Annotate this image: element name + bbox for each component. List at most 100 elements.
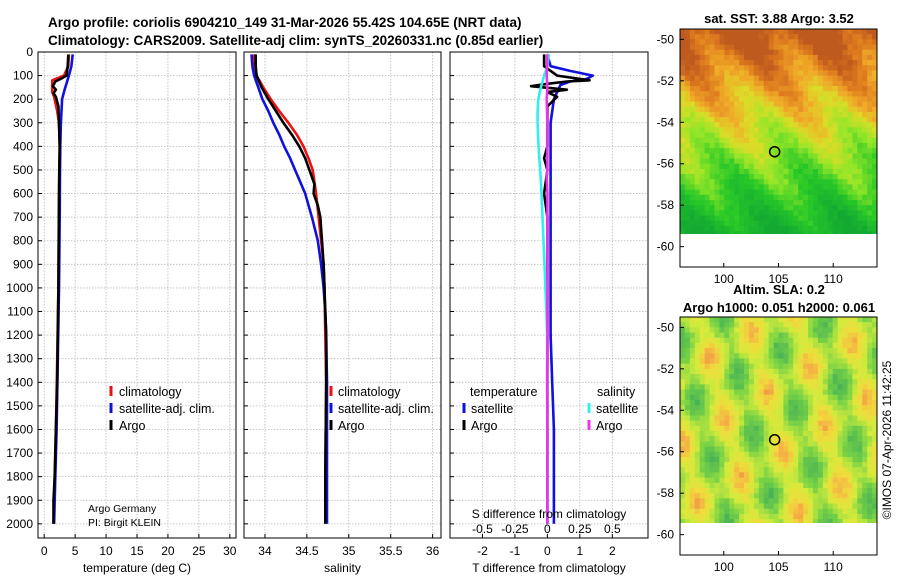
heatmap-cell	[862, 519, 868, 523]
heatmap-cell	[729, 363, 735, 370]
heatmap-cell	[847, 184, 853, 191]
heatmap-cell	[758, 420, 765, 427]
sst-map: sat. SST: 3.88 Argo: 3.52 -50-52-54-56-5…	[657, 11, 878, 286]
heatmap-cell	[842, 368, 849, 375]
heatmap-cell	[714, 348, 720, 354]
heatmap-cell	[808, 122, 814, 129]
heatmap-cell	[798, 462, 804, 468]
heatmap-cell	[872, 194, 877, 201]
heatmap-cell	[734, 225, 740, 232]
heatmap-cell	[852, 205, 858, 211]
heatmap-cell	[724, 524, 730, 530]
heatmap-cell	[719, 498, 725, 505]
heatmap-cell	[837, 399, 844, 406]
heatmap-cell	[714, 106, 720, 113]
heatmap-cell	[872, 462, 877, 468]
heatmap-cell	[808, 529, 814, 535]
heatmap-cell	[714, 317, 720, 323]
heatmap-cell	[842, 410, 849, 417]
heatmap-cell	[778, 431, 785, 437]
heatmap-cell	[753, 163, 760, 170]
heatmap-cell	[768, 189, 775, 196]
heatmap-cell	[739, 184, 745, 191]
heatmap-cell	[680, 236, 686, 242]
heatmap-cell	[867, 220, 873, 227]
heatmap-cell	[773, 96, 780, 103]
heatmap-cell	[700, 241, 706, 247]
heatmap-cell	[729, 374, 735, 380]
heatmap-cell	[812, 498, 819, 505]
heatmap-cell	[753, 342, 760, 349]
heatmap-cell	[812, 374, 819, 380]
heatmap-cell	[734, 467, 740, 474]
heatmap-cell	[793, 368, 799, 375]
heatmap-cell	[847, 241, 853, 247]
heatmap-cell	[852, 472, 858, 479]
heatmap-cell	[788, 399, 794, 406]
heatmap-cell	[684, 210, 691, 217]
heatmap-cell	[827, 96, 834, 103]
heatmap-cell	[808, 467, 814, 474]
heatmap-cell	[773, 472, 780, 479]
heatmap-cell	[684, 96, 691, 103]
heatmap-cell	[744, 399, 750, 406]
heatmap-cell	[689, 322, 696, 328]
heatmap-cell	[867, 194, 873, 201]
heatmap-cell	[763, 337, 770, 344]
heatmap-cell	[812, 29, 819, 35]
heatmap-cell	[744, 348, 750, 354]
heatmap-cell	[783, 332, 789, 339]
heatmap-cell	[709, 65, 716, 72]
heatmap-cell	[798, 503, 804, 510]
heatmap-cell	[837, 327, 844, 334]
heatmap-cell	[778, 200, 785, 206]
heatmap-cell	[734, 332, 740, 339]
heatmap-cell	[862, 317, 868, 323]
heatmap-cell	[773, 168, 780, 175]
heatmap-cell	[724, 379, 730, 385]
heatmap-cell	[862, 337, 868, 344]
heatmap-cell	[857, 225, 863, 232]
heatmap-cell	[793, 462, 799, 468]
heatmap-cell	[744, 467, 750, 474]
heatmap-cell	[843, 241, 849, 247]
heatmap-cell	[847, 425, 853, 432]
heatmap-cell	[773, 44, 780, 51]
heatmap-cell	[729, 225, 735, 232]
heatmap-cell	[817, 446, 824, 453]
heatmap-cell	[832, 353, 839, 360]
heatmap-cell	[862, 210, 868, 217]
heatmap-cell	[704, 446, 711, 453]
heatmap-cell	[724, 446, 730, 453]
heatmap-cell	[778, 179, 785, 186]
heatmap-cell	[779, 236, 785, 242]
heatmap-cell	[793, 342, 799, 349]
heatmap-cell	[773, 322, 780, 328]
heatmap-cell	[783, 441, 789, 448]
heatmap-cell	[867, 54, 873, 61]
heatmap-cell	[680, 184, 686, 191]
heatmap-cell	[793, 524, 799, 530]
sla-map-title-line1: Altim. SLA: 0.2	[733, 282, 825, 297]
heatmap-cell	[744, 389, 750, 396]
heatmap-cell	[837, 101, 844, 108]
heatmap-cell	[719, 127, 725, 134]
heatmap-cell	[689, 374, 696, 380]
heatmap-cell	[714, 389, 720, 396]
heatmap-cell	[719, 394, 725, 401]
heatmap-cell	[680, 332, 686, 339]
map-y-tick-label: -58	[657, 486, 675, 500]
heatmap-cell	[798, 368, 804, 375]
heatmap-cell	[758, 158, 765, 165]
heatmap-cell	[827, 498, 834, 505]
heatmap-cell	[684, 80, 691, 87]
heatmap-cell	[867, 472, 873, 479]
heatmap-cell	[812, 189, 819, 196]
heatmap-cell	[778, 80, 785, 87]
heatmap-cell	[783, 446, 789, 453]
heatmap-cell	[719, 353, 725, 360]
heatmap-cell	[739, 225, 745, 232]
heatmap-cell	[748, 158, 755, 165]
heatmap-cell	[822, 467, 829, 474]
heatmap-cell	[852, 137, 858, 144]
